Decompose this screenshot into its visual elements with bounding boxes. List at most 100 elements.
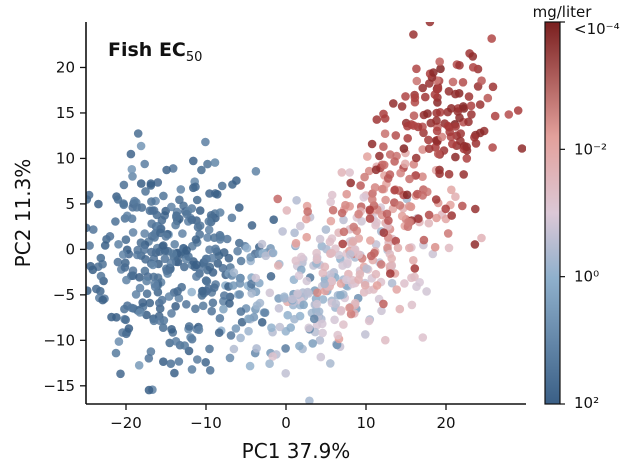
- scatter-point: [412, 282, 421, 292]
- colorbar-title: mg/liter: [533, 3, 593, 21]
- scatter-point: [372, 115, 382, 124]
- scatter-point: [381, 195, 390, 205]
- scatter-point: [147, 219, 156, 228]
- scatter-point: [355, 270, 365, 279]
- scatter-point: [504, 110, 514, 119]
- scatter-point: [304, 289, 313, 298]
- scatter-point: [366, 236, 375, 245]
- scatter-point: [201, 137, 210, 147]
- scatter-point: [471, 204, 480, 214]
- scatter-point: [267, 323, 276, 333]
- scatter-point: [455, 61, 464, 70]
- scatter-point: [288, 294, 297, 304]
- scatter-point: [431, 195, 441, 204]
- scatter-point: [389, 99, 398, 108]
- scatter-point: [145, 298, 155, 308]
- scatter-point: [74, 259, 83, 268]
- scatter-point: [409, 30, 418, 39]
- scatter-point: [315, 336, 325, 345]
- scatter-point: [339, 320, 348, 329]
- scatter-point: [412, 76, 422, 86]
- scatter-point: [214, 328, 224, 338]
- scatter-point: [437, 132, 447, 142]
- scatter-point: [387, 254, 397, 263]
- scatter-point: [247, 279, 256, 289]
- scatter-point: [391, 236, 401, 246]
- scatter-point: [315, 234, 325, 244]
- scatter-point: [136, 141, 146, 151]
- scatter-point: [251, 273, 261, 283]
- scatter-point: [260, 308, 270, 318]
- scatter-point: [334, 250, 344, 260]
- scatter-point: [320, 279, 329, 289]
- scatter-point: [235, 273, 245, 283]
- scatter-point: [105, 232, 115, 241]
- scatter-point: [205, 245, 214, 254]
- scatter-point: [257, 239, 267, 249]
- scatter-point: [247, 289, 256, 298]
- scatter-point: [429, 68, 438, 77]
- scatter-point: [432, 126, 442, 136]
- scatter-point: [336, 307, 346, 316]
- scatter-point: [168, 164, 178, 173]
- scatter-point: [321, 225, 331, 234]
- scatter-point: [174, 293, 184, 303]
- scatter-point: [86, 241, 94, 250]
- x-axis-ticks: −20 −10 0 10 20: [110, 404, 456, 432]
- scatter-point: [383, 174, 393, 183]
- scatter-point: [198, 301, 208, 311]
- scatter-point: [327, 276, 337, 286]
- scatter-point: [342, 189, 352, 199]
- scatter-point: [194, 325, 204, 335]
- scatter-point: [146, 347, 156, 356]
- scatter-point: [229, 281, 238, 290]
- scatter-point: [397, 102, 407, 111]
- scatter-point: [208, 268, 218, 277]
- scatter-point: [192, 195, 202, 205]
- scatter-point: [235, 290, 244, 299]
- scatter-point: [294, 271, 304, 281]
- scatter-point: [326, 216, 336, 226]
- scatter-point: [170, 368, 179, 378]
- scatter-point: [174, 357, 184, 366]
- scatter-point: [350, 298, 360, 308]
- scatter-point: [180, 341, 189, 350]
- scatter-point: [237, 317, 247, 327]
- scatter-point: [400, 159, 410, 169]
- scatter-point: [441, 204, 451, 214]
- scatter-point: [387, 261, 397, 270]
- scatter-point: [192, 260, 201, 270]
- scatter-point: [308, 339, 318, 348]
- scatter-point: [372, 218, 381, 227]
- scatter-point: [444, 87, 454, 96]
- scatter-point: [378, 184, 387, 194]
- scatter-point: [107, 312, 116, 322]
- scatter-point: [225, 353, 235, 363]
- scatter-point: [244, 314, 253, 324]
- scatter-point: [128, 228, 138, 237]
- scatter-point: [385, 150, 395, 159]
- panel-title: Fish EC50: [108, 39, 202, 65]
- scatter-point: [142, 310, 151, 320]
- scatter-point: [144, 385, 154, 395]
- scatter-point: [364, 316, 374, 326]
- scatter-point: [376, 260, 386, 269]
- scatter-point: [411, 171, 421, 180]
- x-axis-label: PC1 37.9%: [242, 439, 351, 463]
- scatter-point: [265, 359, 274, 369]
- scatter-point: [360, 280, 370, 290]
- scatter-point: [187, 365, 197, 374]
- scatter-point: [392, 285, 402, 294]
- scatter-point: [122, 211, 132, 221]
- scatter-point: [320, 262, 330, 272]
- scatter-point: [100, 241, 110, 250]
- scatter-point: [155, 316, 165, 326]
- scatter-point: [252, 344, 261, 353]
- scatter-point: [176, 185, 186, 194]
- scatter-point: [425, 22, 435, 27]
- scatter-point: [159, 241, 168, 250]
- scatter-point: [141, 187, 150, 196]
- scatter-point: [98, 295, 107, 305]
- scatter-point: [483, 93, 493, 103]
- scatter-point: [326, 270, 335, 279]
